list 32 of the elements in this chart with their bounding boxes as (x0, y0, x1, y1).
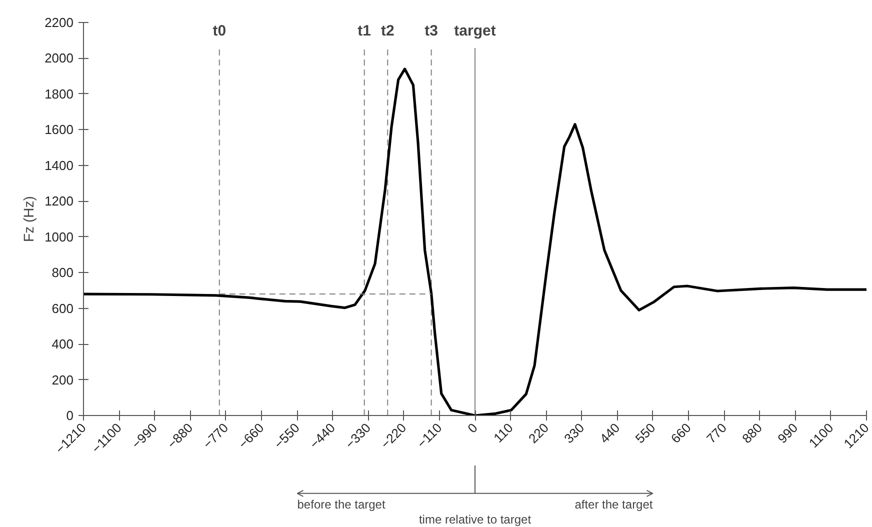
ref-line-label: t2 (380, 22, 394, 40)
x-tick-label: 0 (464, 420, 480, 436)
x-tick-label: 440 (596, 420, 623, 446)
x-tick-label: 550 (632, 420, 658, 446)
y-tick-label: 600 (52, 300, 74, 316)
x-tick-label: 770 (703, 420, 730, 446)
y-tick-label: 1200 (44, 194, 74, 209)
y-tick-label: 0 (66, 408, 74, 423)
y-tick-label: 1800 (44, 86, 74, 102)
y-tick-label: 1600 (44, 122, 74, 138)
y-tick-label: 200 (52, 372, 74, 388)
x-tick-label: 660 (668, 420, 694, 446)
x-tick-label: 110 (490, 420, 516, 446)
ref-line-label: t0 (212, 22, 226, 40)
y-tick-label: 1400 (44, 158, 74, 173)
y-tick-label: 800 (52, 265, 74, 280)
x-tick-label: 220 (526, 420, 552, 446)
y-axis-title: Fz (Hz) (20, 196, 37, 242)
x-axis-title: time relative to target (418, 512, 532, 526)
ref-line-label: t3 (424, 22, 438, 40)
x-tick-label: 880 (739, 420, 766, 446)
text: after the target (574, 498, 654, 512)
ref-line-label: t1 (358, 22, 372, 40)
x-tick-label: 990 (774, 420, 801, 446)
y-tick-label: 400 (52, 336, 74, 352)
text: before the target (297, 498, 386, 512)
y-tick-label: 2200 (44, 15, 74, 30)
y-tick-label: 2000 (44, 50, 74, 66)
ref-line-label: target (454, 22, 496, 40)
y-tick-label: 1000 (44, 229, 74, 244)
x-tick-label: 330 (561, 420, 588, 446)
x-tick-label: −110 (414, 420, 445, 451)
